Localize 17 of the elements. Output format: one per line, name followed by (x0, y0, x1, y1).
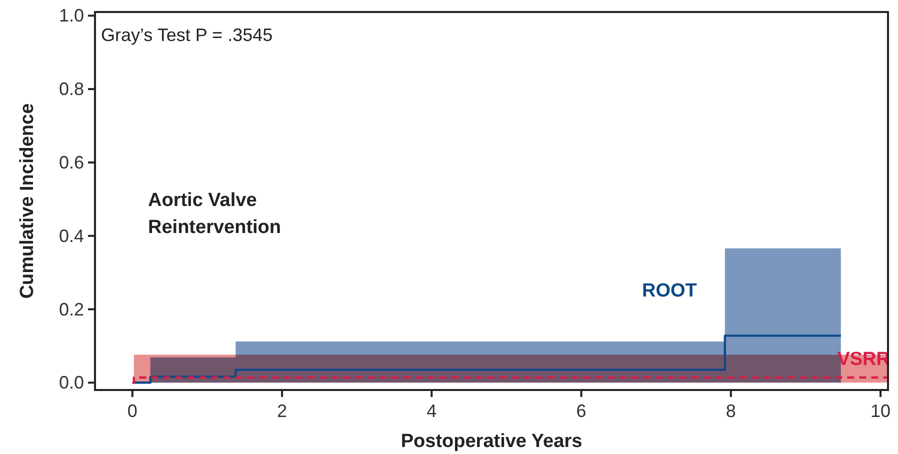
y-tick-label: 0.0 (58, 372, 84, 393)
y-tick-label: 0.8 (58, 79, 84, 100)
annotation: Aortic Valve Reintervention (148, 190, 282, 238)
text: ROOT (642, 280, 698, 302)
y-axis-title: Cumulative Incidence (17, 103, 38, 299)
x-tick-label: 6 (576, 401, 586, 421)
y-tick-label: 0.4 (58, 226, 84, 246)
x-tick-label: 4 (426, 401, 437, 421)
x-tick-label: 0 (127, 401, 138, 421)
x-tick-label: 2 (277, 401, 288, 421)
annotation: Gray’s Test P = .3545 (101, 25, 273, 45)
x-tick-label: 10 (870, 401, 891, 421)
y-tick-label: 0.2 (58, 299, 84, 320)
y-tick-label: 1.0 (58, 6, 84, 26)
x-tick-label: 8 (726, 401, 736, 421)
y-tick-label: 0.6 (58, 152, 84, 172)
x-axis-title: Postoperative Years (400, 431, 582, 452)
